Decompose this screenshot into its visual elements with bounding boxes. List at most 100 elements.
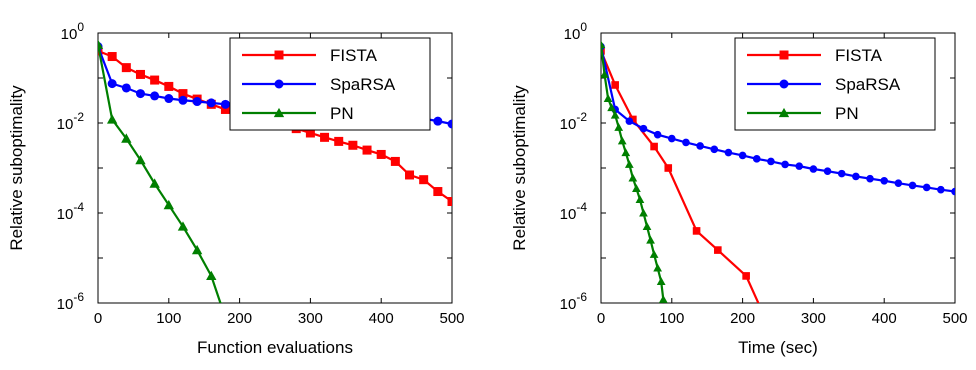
x-tick-label: 500 xyxy=(439,310,464,327)
x-tick-label: 400 xyxy=(872,310,897,327)
x-tick-label: 200 xyxy=(730,310,755,327)
point-fista xyxy=(390,156,400,166)
point-pn xyxy=(658,295,668,303)
point-pn xyxy=(614,122,624,131)
point-pn xyxy=(603,94,613,103)
point-pn xyxy=(191,244,203,255)
x-tick-label: 200 xyxy=(227,310,252,327)
point-pn xyxy=(163,199,174,210)
y-tick-label: 10-4 xyxy=(57,200,85,223)
point-pn xyxy=(610,110,620,119)
point-fista xyxy=(714,246,722,254)
point-sparsa xyxy=(206,98,216,108)
point-fista xyxy=(220,104,230,114)
x-tick-label: 500 xyxy=(942,310,967,327)
y-tick-label: 100 xyxy=(61,20,85,43)
chart-left: 0 100 200 300 400 500 100 10-2 10-4 10-6 Function … xyxy=(7,20,465,357)
point-pn xyxy=(632,184,641,193)
legend-label: PN xyxy=(330,104,354,123)
legend: FISTA SpaRSA PN xyxy=(229,37,431,131)
point-pn xyxy=(135,154,146,165)
legend-label: FISTA xyxy=(330,46,378,65)
point-pn xyxy=(149,178,160,188)
point-sparsa xyxy=(668,134,676,143)
point-sparsa xyxy=(220,99,230,109)
point-sparsa xyxy=(823,167,832,175)
point-sparsa xyxy=(767,157,775,166)
y-axis-label: Relative suboptimality xyxy=(7,85,26,251)
point-pn xyxy=(649,250,659,258)
point-sparsa xyxy=(724,148,733,157)
point-sparsa xyxy=(107,79,117,89)
point-fista xyxy=(178,89,188,99)
x-tick-label: 100 xyxy=(156,310,181,327)
point-fista xyxy=(305,128,315,138)
series-line-pn xyxy=(98,44,222,303)
point-sparsa xyxy=(795,162,804,170)
x-tick-label: 400 xyxy=(369,310,394,327)
y-tick-label: 100 xyxy=(564,20,588,43)
x-axis-label: Time (sec) xyxy=(738,338,818,357)
point-sparsa xyxy=(710,145,719,154)
y-tick-label: 10-4 xyxy=(560,200,588,223)
point-fista xyxy=(433,187,443,197)
legend: FISTA SpaRSA PN xyxy=(734,37,936,131)
point-pn xyxy=(639,208,648,217)
point-fista xyxy=(447,197,452,207)
point-pn xyxy=(617,136,627,145)
x-tick-label: 300 xyxy=(801,310,826,327)
point-sparsa xyxy=(908,181,917,190)
point-sparsa xyxy=(738,151,747,160)
point-pn xyxy=(635,195,645,203)
legend-marker xyxy=(779,79,789,89)
legend-marker xyxy=(274,79,284,89)
point-sparsa xyxy=(653,130,662,139)
point-pn xyxy=(221,302,223,303)
point-sparsa xyxy=(781,160,789,169)
point-sparsa xyxy=(178,95,188,105)
point-fista xyxy=(629,115,637,124)
y-tick-label: 10-2 xyxy=(57,110,85,133)
y-tick-label: 10-6 xyxy=(57,290,85,313)
point-sparsa xyxy=(639,124,648,133)
point-fista xyxy=(650,142,658,151)
point-sparsa xyxy=(135,89,145,99)
point-pn xyxy=(653,263,663,272)
legend-label: SpaRSA xyxy=(835,75,901,94)
point-fista xyxy=(107,52,117,62)
x-tick-label: 0 xyxy=(597,310,605,327)
point-fista xyxy=(742,272,750,280)
point-pn xyxy=(656,277,666,286)
point-pn xyxy=(601,70,609,78)
point-sparsa xyxy=(682,138,690,147)
point-sparsa xyxy=(852,172,860,181)
point-pn xyxy=(177,221,189,231)
point-pn xyxy=(98,39,104,49)
point-fista xyxy=(362,145,372,155)
y-axis-label: Relative suboptimality xyxy=(510,85,529,251)
point-fista xyxy=(419,175,429,185)
point-sparsa xyxy=(625,117,634,125)
point-fista xyxy=(334,136,344,146)
point-fista xyxy=(692,227,701,235)
point-sparsa xyxy=(752,155,761,163)
point-sparsa xyxy=(696,142,704,150)
point-fista xyxy=(405,170,415,180)
point-pn xyxy=(628,173,638,182)
point-sparsa xyxy=(894,179,903,187)
point-fista xyxy=(121,63,131,73)
series-group xyxy=(601,40,955,303)
point-fista xyxy=(150,75,160,85)
point-fista xyxy=(664,164,673,172)
point-sparsa xyxy=(164,94,174,104)
point-pn xyxy=(646,235,655,244)
point-pn xyxy=(624,160,634,168)
x-tick-label: 100 xyxy=(659,310,684,327)
x-tick-label: 300 xyxy=(298,310,323,327)
x-axis-label: Function evaluations xyxy=(197,338,353,357)
legend-label: FISTA xyxy=(835,46,883,65)
point-pn xyxy=(106,114,118,124)
point-pn xyxy=(121,133,132,143)
legend-label: SpaRSA xyxy=(330,75,396,94)
point-sparsa xyxy=(922,183,931,192)
